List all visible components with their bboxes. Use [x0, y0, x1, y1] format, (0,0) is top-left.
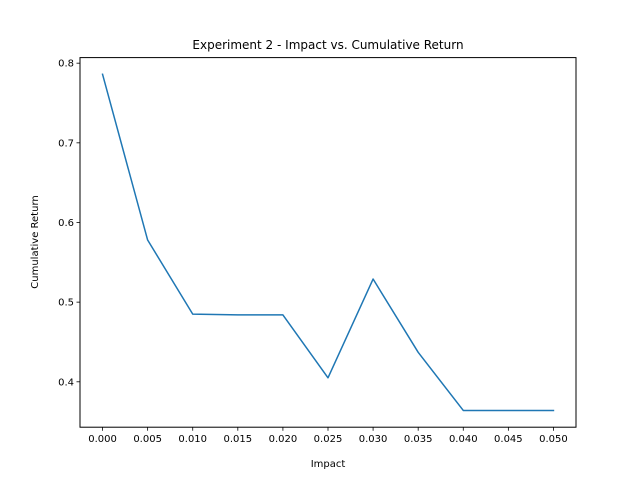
y-tick-label: 0.4 — [58, 377, 74, 388]
x-tick-label: 0.015 — [223, 434, 252, 445]
x-tick-label: 0.050 — [539, 434, 568, 445]
x-tick-label: 0.005 — [133, 434, 162, 445]
y-tick-label: 0.5 — [58, 298, 74, 309]
series-group — [101, 73, 555, 412]
y-tick-label: 0.6 — [58, 218, 74, 229]
x-tick-label: 0.040 — [449, 434, 478, 445]
y-tick-label: 0.8 — [58, 59, 74, 70]
plot-area: 0.000 0.005 0.010 0.015 0.020 0.025 0.030 0.035… — [58, 57, 577, 445]
axes-frame — [79, 57, 577, 428]
x-tick-label: 0.030 — [359, 434, 388, 445]
x-tick-label: 0.025 — [314, 434, 343, 445]
x-tick-label: 0.010 — [178, 434, 207, 445]
x-tick-label: 0.045 — [494, 434, 523, 445]
x-axis-label: Impact — [311, 459, 346, 470]
x-tick-label: 0.035 — [404, 434, 433, 445]
y-tick-label: 0.7 — [58, 138, 74, 149]
x-tick-label: 0.000 — [88, 434, 117, 445]
x-tick-label: 0.020 — [269, 434, 298, 445]
y-axis-label: Cumulative Return — [30, 195, 41, 288]
series-line — [101, 73, 555, 412]
x-axis-ticks: 0.000 0.005 0.010 0.015 0.020 0.025 0.030 0.035… — [88, 427, 568, 445]
chart-title: Experiment 2 - Impact vs. Cumulative Ret… — [192, 38, 463, 52]
y-axis-ticks: 0.4 0.5 0.6 0.7 0.8 — [58, 59, 80, 388]
